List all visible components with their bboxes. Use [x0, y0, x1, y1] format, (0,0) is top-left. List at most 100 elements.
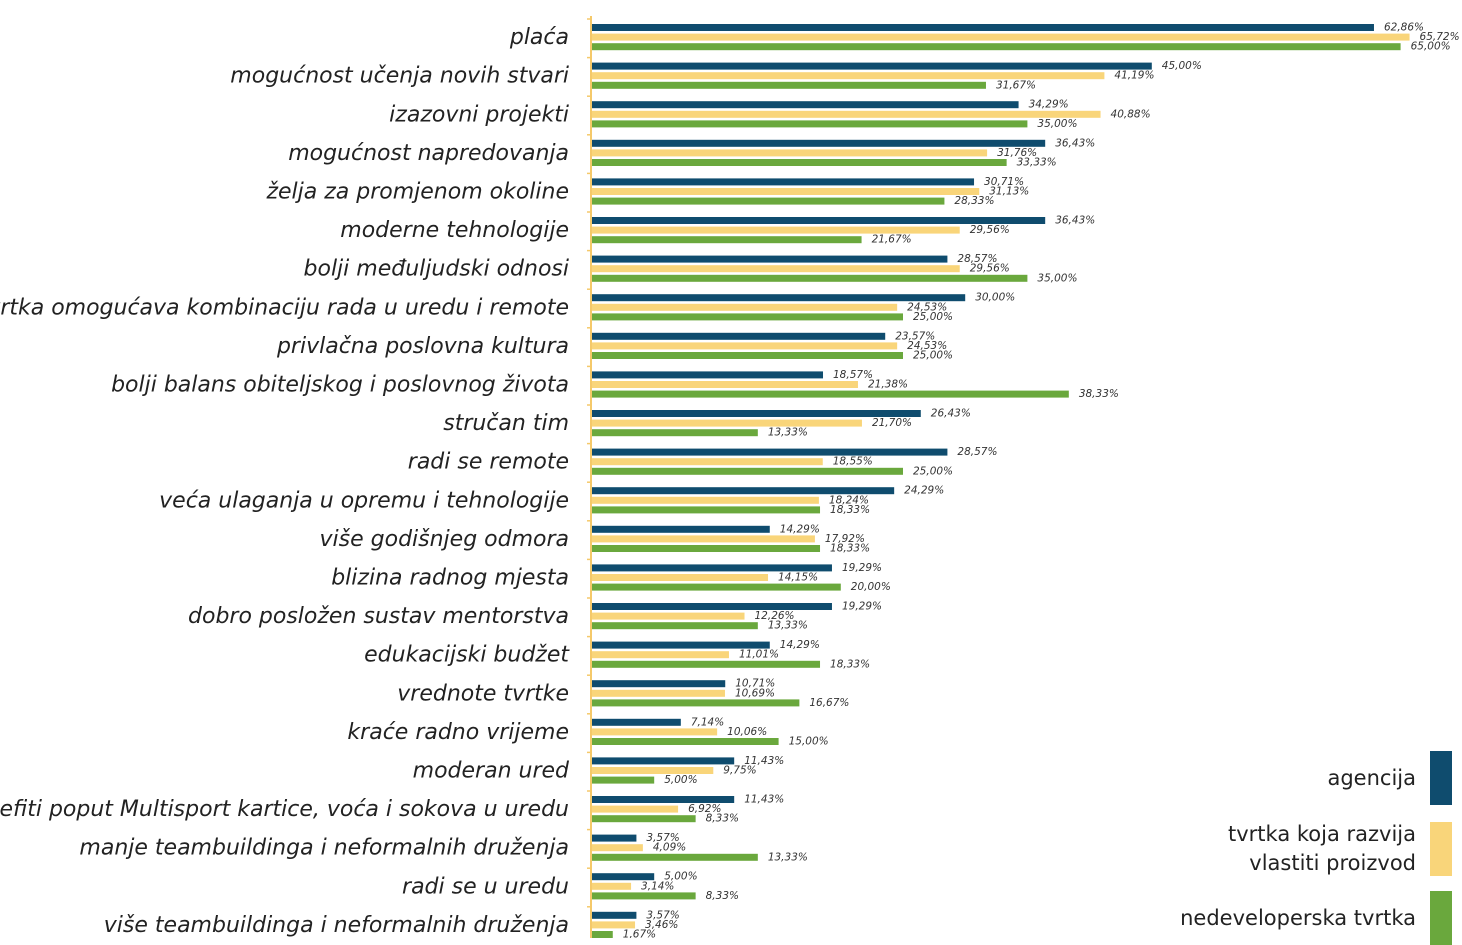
value-label: 65,00% — [1411, 41, 1451, 53]
value-label: 5,00% — [664, 871, 697, 883]
category-label: veća ulaganja u opremu i tehnologije — [159, 488, 569, 513]
category-label: moderan ured — [413, 759, 570, 784]
value-label: 8,33% — [706, 890, 739, 902]
bar — [592, 274, 1028, 282]
bar — [592, 728, 718, 736]
bar — [592, 641, 770, 649]
bar — [592, 197, 945, 205]
bar — [592, 853, 758, 861]
value-label: 3,57% — [646, 832, 679, 844]
value-label: 36,43% — [1055, 215, 1095, 227]
bar — [592, 767, 714, 774]
bar — [592, 535, 815, 543]
bar — [592, 506, 821, 514]
bar — [592, 844, 643, 852]
category-label: mogućnost učenja novih stvari — [230, 64, 569, 89]
category-label: bolji balans obiteljskog i poslovnog živ… — [111, 373, 569, 398]
value-label: 3,57% — [646, 909, 679, 921]
bar — [592, 159, 1007, 166]
legend-swatch — [1430, 822, 1452, 876]
value-label: 9,75% — [723, 765, 756, 777]
value-label: 40,88% — [1111, 108, 1151, 120]
bar — [592, 805, 679, 813]
bar — [592, 545, 821, 552]
category-label: privlačna poslovna kultura — [276, 334, 569, 359]
bar — [592, 178, 975, 186]
value-label: 19,29% — [842, 601, 882, 613]
bar — [592, 33, 1410, 41]
bar — [592, 680, 726, 688]
bar — [592, 603, 832, 610]
legend-label: agencija — [1327, 764, 1416, 793]
legend-label-line: tvrtka koja razvija — [1228, 822, 1416, 846]
value-label: 28,33% — [954, 195, 994, 207]
bar — [592, 62, 1152, 70]
value-label: 11,43% — [744, 794, 784, 806]
bar — [592, 139, 1046, 147]
bar — [592, 738, 779, 745]
legend-label-line: nedeveloperska tvrtka — [1180, 905, 1416, 930]
category-label: više teambuildinga i neformalnih druženj… — [104, 913, 569, 938]
category-label: više godišnjeg odmora — [320, 527, 569, 552]
value-label: 3,46% — [645, 919, 678, 931]
value-label: 31,13% — [989, 186, 1029, 198]
bar — [592, 390, 1069, 398]
category-label: mogućnost napredovanja — [288, 141, 569, 166]
bar — [592, 911, 637, 919]
category-label: vrednote tvrtke — [397, 681, 569, 706]
legend-label-line: vlastiti proizvod — [1249, 851, 1416, 875]
bar — [592, 583, 841, 591]
legend-label: nedeveloperska tvrtka — [1180, 904, 1416, 933]
value-label: 4,09% — [653, 842, 686, 854]
bar — [592, 622, 758, 630]
bar — [592, 255, 948, 263]
value-label: 24,53% — [907, 340, 947, 352]
value-label: 20,00% — [851, 581, 891, 593]
bar — [592, 43, 1401, 51]
legend-item: nedeveloperska tvrtka — [1180, 891, 1452, 945]
value-label: 65,72% — [1420, 31, 1460, 43]
bar — [592, 699, 800, 707]
value-label: 17,92% — [825, 533, 865, 545]
category-label: edukacijski budžet — [364, 643, 570, 668]
value-label: 45,00% — [1162, 60, 1202, 72]
value-label: 31,76% — [997, 147, 1037, 159]
category-label: benefiti poput Multisport kartice, voća … — [0, 797, 569, 822]
value-label: 36,43% — [1055, 137, 1095, 149]
bar — [592, 564, 832, 572]
value-label: 18,33% — [830, 543, 870, 555]
bar — [592, 217, 1046, 224]
value-label: 13,33% — [768, 427, 808, 439]
bar — [592, 496, 819, 504]
bar — [592, 332, 886, 340]
bar — [592, 149, 988, 157]
value-label: 13,33% — [768, 620, 808, 632]
value-label: 5,00% — [664, 774, 697, 786]
category-label: plaća — [509, 25, 569, 50]
value-label: 21,67% — [872, 234, 912, 246]
value-label: 18,33% — [830, 658, 870, 670]
value-label: 35,00% — [1037, 272, 1077, 284]
value-label: 33,33% — [1017, 157, 1057, 169]
bar — [592, 81, 986, 89]
value-label: 41,19% — [1114, 70, 1154, 82]
bars — [592, 24, 1410, 938]
category-label: radi se remote — [408, 450, 569, 475]
value-label: 8,33% — [706, 813, 739, 825]
bar — [592, 574, 769, 581]
bar — [592, 120, 1028, 128]
value-label: 29,56% — [970, 263, 1010, 275]
value-label: 25,00% — [913, 465, 953, 477]
bar — [592, 651, 729, 659]
value-label: 29,56% — [970, 224, 1010, 236]
legend-label: tvrtka koja razvija vlastiti proizvod — [1228, 820, 1416, 878]
bar — [592, 921, 636, 929]
value-label: 38,33% — [1079, 388, 1119, 400]
legend-swatch — [1430, 891, 1452, 945]
value-label: 16,67% — [809, 697, 849, 709]
value-label: 26,43% — [931, 408, 971, 420]
bar — [592, 188, 980, 195]
bar — [592, 265, 960, 273]
bar — [592, 303, 898, 311]
